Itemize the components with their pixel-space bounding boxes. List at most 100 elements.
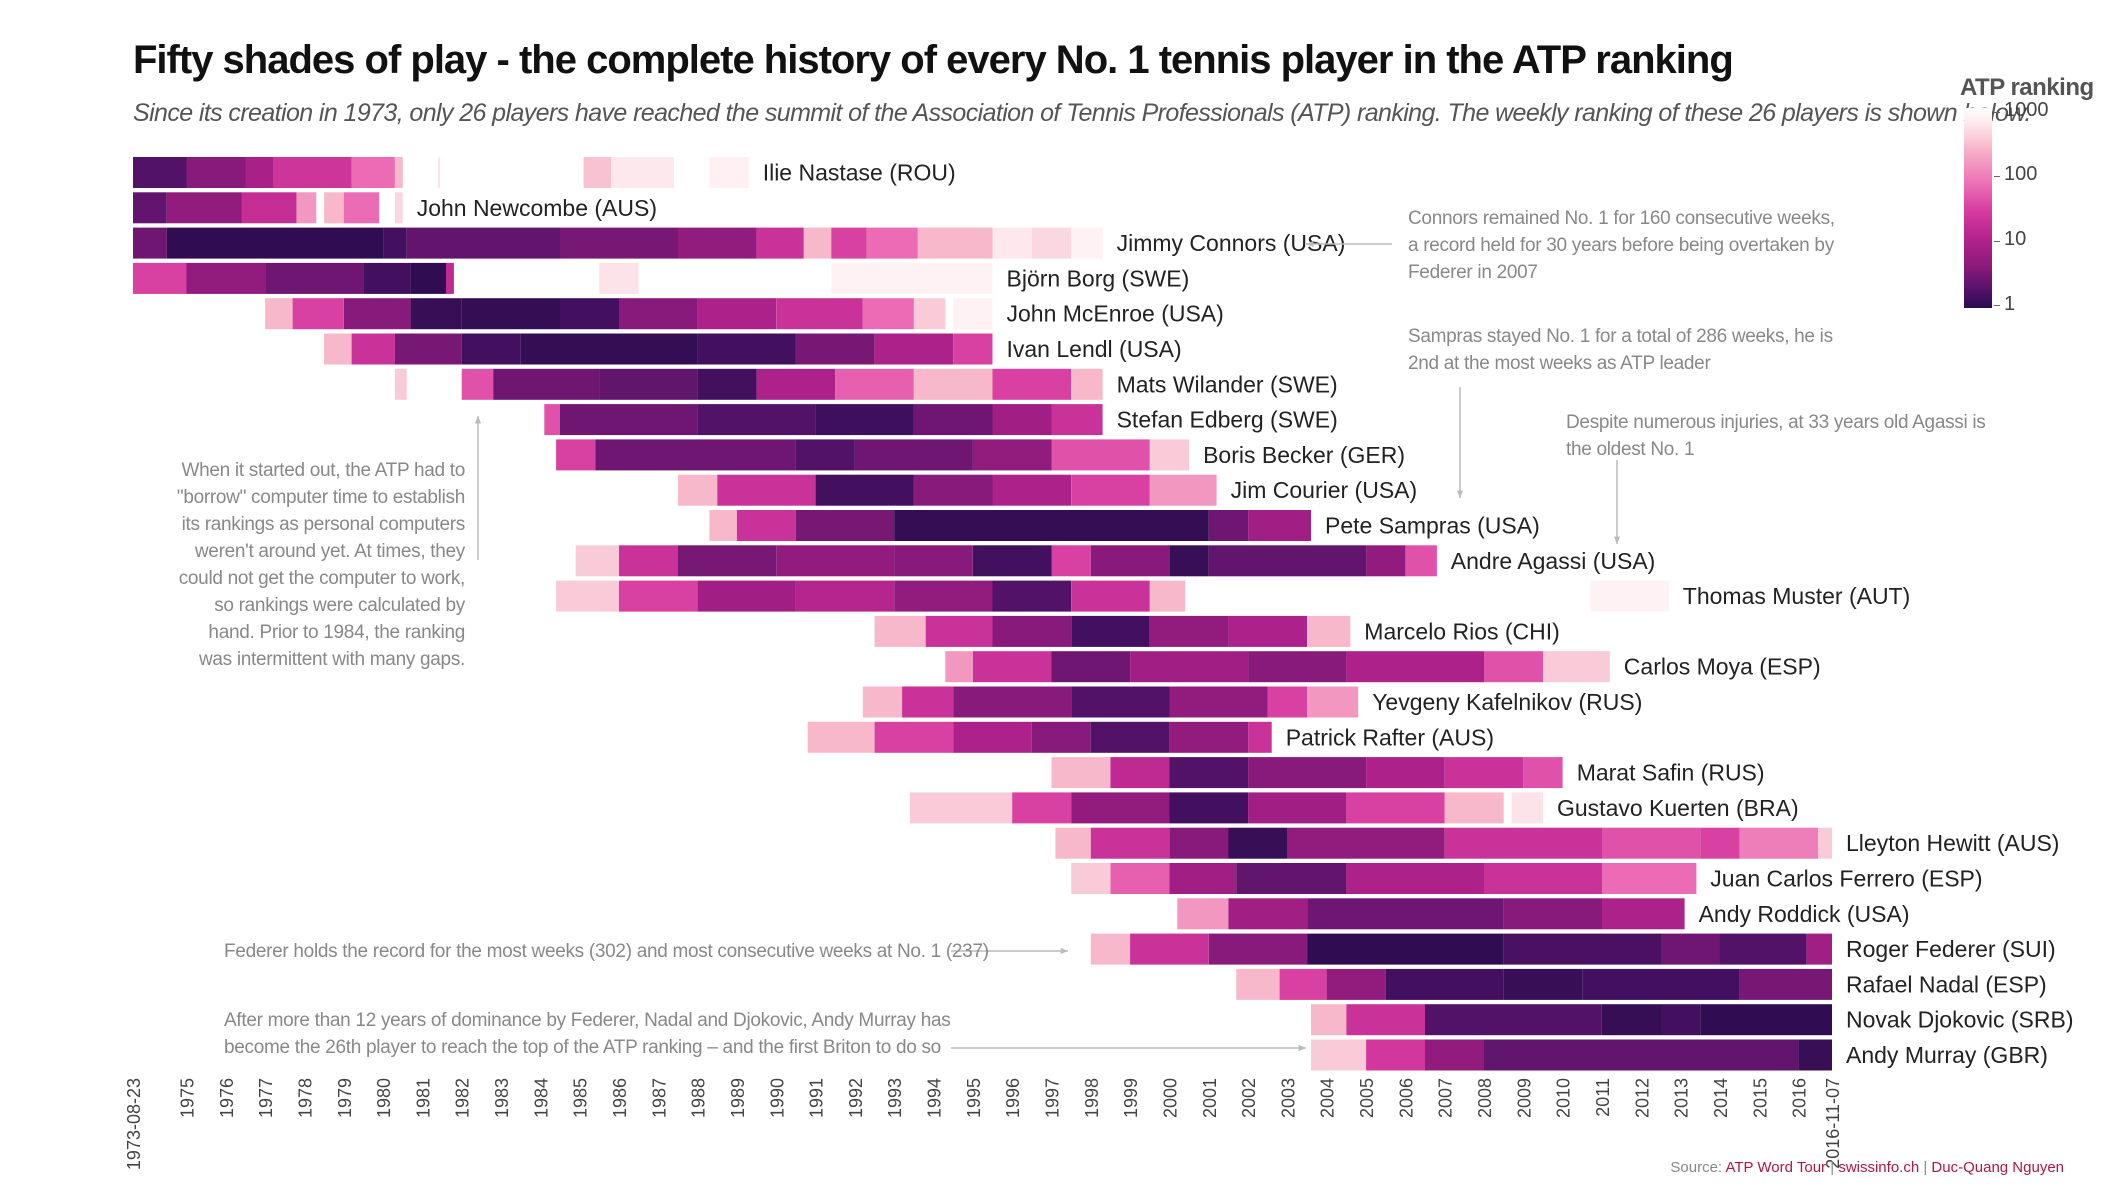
ranking-segment — [913, 404, 993, 436]
ranking-segment — [133, 157, 187, 188]
x-tick-label: 1981 — [413, 1078, 433, 1118]
player-label: Stefan Edberg (SWE) — [1117, 407, 1338, 433]
ranking-segment — [1346, 792, 1445, 824]
ranking-segment — [854, 439, 973, 471]
ranking-segment — [1543, 651, 1610, 683]
ranking-segment — [560, 227, 678, 259]
ranking-segment — [1366, 545, 1406, 577]
annotation-connors: Connors remained No. 1 for 160 consecuti… — [1408, 208, 1835, 283]
ranking-segment — [611, 157, 674, 188]
ranking-segment — [1503, 898, 1602, 930]
ranking-segment — [1130, 651, 1249, 683]
ranking-segment — [1346, 863, 1484, 894]
ranking-segment — [1090, 545, 1170, 577]
ranking-segment — [1311, 1039, 1366, 1071]
source-prefix: Source: — [1670, 1159, 1726, 1176]
ranking-segment — [1208, 545, 1367, 577]
ranking-segment — [583, 157, 612, 188]
ranking-segment — [1248, 721, 1272, 753]
source-author-link[interactable]: Duc-Quang Nguyen — [1931, 1159, 2064, 1176]
ranking-segment — [831, 262, 993, 294]
ranking-segment — [1248, 757, 1367, 789]
ranking-segment — [815, 404, 914, 436]
ranking-segment — [1090, 721, 1170, 753]
x-tick-label: 1977 — [256, 1078, 276, 1118]
ranking-segment — [1346, 651, 1484, 683]
annotation-sampras: Sampras stayed No. 1 for a total of 286 … — [1408, 326, 1833, 374]
source-separator: | — [1923, 1159, 1928, 1176]
player-label: Yevgeny Kafelnikov (RUS) — [1372, 689, 1642, 715]
ranking-segment — [446, 262, 454, 294]
annotation-murray: After more than 12 years of dominance by… — [224, 1010, 951, 1058]
annotation-arrow-head — [1060, 947, 1068, 955]
ranking-segment — [678, 545, 777, 577]
player-label: Thomas Muster (AUT) — [1683, 583, 1910, 609]
ranking-segment — [1366, 757, 1445, 789]
source-swissinfo-link[interactable]: swissinfo.ch — [1838, 1159, 1920, 1176]
ranking-segment — [292, 298, 344, 330]
ranking-segment — [678, 474, 718, 506]
ranking-segment — [1169, 686, 1268, 718]
player-label: Ilie Nastase (ROU) — [763, 160, 956, 186]
annotation-arrow-head — [1456, 490, 1464, 498]
ranking-segment — [1279, 968, 1327, 1000]
player-label: Andy Murray (GBR) — [1846, 1042, 2048, 1068]
ranking-segment — [1425, 1004, 1602, 1036]
x-tick-label: 2008 — [1475, 1078, 1495, 1118]
ranking-segment — [697, 368, 757, 400]
ranking-segment — [343, 298, 411, 330]
ranking-segment — [953, 686, 1072, 718]
x-tick-label: 1987 — [649, 1078, 669, 1118]
ranking-segment — [874, 721, 954, 753]
ranking-segment — [493, 368, 600, 400]
ranking-segment — [697, 404, 816, 436]
x-tick-label: 1999 — [1121, 1078, 1141, 1118]
player-label: Juan Carlos Ferrero (ESP) — [1710, 866, 1982, 892]
ranking-segment — [894, 510, 1209, 541]
player-labels: Ilie Nastase (ROU) John Newcombe (AUS) Jim… — [417, 160, 2074, 1069]
x-tick-label: 1980 — [374, 1078, 394, 1118]
ranking-segment — [1130, 933, 1209, 965]
ranking-segment — [1090, 827, 1170, 859]
ranking-segment — [866, 227, 918, 259]
ranking-segment — [133, 262, 187, 294]
annotation-arrow-head — [474, 416, 482, 424]
ranking-segment — [1739, 827, 1819, 859]
x-tick-label: 2012 — [1632, 1078, 1652, 1118]
legend-color-bar — [1964, 108, 1992, 308]
ranking-segment — [1425, 1039, 1484, 1071]
ranking-segment — [1307, 933, 1504, 965]
ranking-segment — [343, 192, 380, 224]
x-tick-label: 1996 — [1003, 1078, 1023, 1118]
ranking-segment — [717, 474, 816, 506]
ranking-segment — [1208, 933, 1308, 965]
ranking-segment — [1582, 968, 1740, 1000]
ranking-segment — [697, 298, 777, 330]
ranking-segment — [913, 368, 993, 400]
player-rows — [133, 157, 1832, 1071]
ranking-segment — [953, 333, 993, 365]
ranking-segment — [1071, 686, 1170, 718]
ranking-segment — [1051, 651, 1131, 683]
ranking-segment — [1169, 827, 1229, 859]
x-tick-label: 1984 — [531, 1078, 551, 1118]
ranking-segment — [1149, 439, 1190, 471]
ranking-segment — [807, 721, 875, 753]
ranking-segment — [1090, 933, 1131, 965]
x-tick-label: 1988 — [689, 1078, 709, 1118]
ranking-segment — [1661, 1004, 1701, 1036]
player-label: Patrick Rafter (AUS) — [1286, 724, 1494, 750]
source-atp-link[interactable]: ATP Word Tour — [1725, 1159, 1827, 1176]
ranking-segment — [697, 580, 796, 612]
ranking-segment — [273, 157, 352, 188]
ranking-segment — [1071, 863, 1111, 894]
ranking-segment — [894, 545, 973, 577]
x-tick-label: 2006 — [1396, 1078, 1416, 1118]
player-label: John McEnroe (USA) — [1007, 301, 1224, 327]
ranking-segment — [1590, 580, 1669, 612]
x-tick-label: 1998 — [1082, 1078, 1102, 1118]
x-tick-label: 1975 — [178, 1078, 198, 1118]
ranking-segment — [296, 192, 317, 224]
ranking-segment — [1248, 510, 1311, 541]
